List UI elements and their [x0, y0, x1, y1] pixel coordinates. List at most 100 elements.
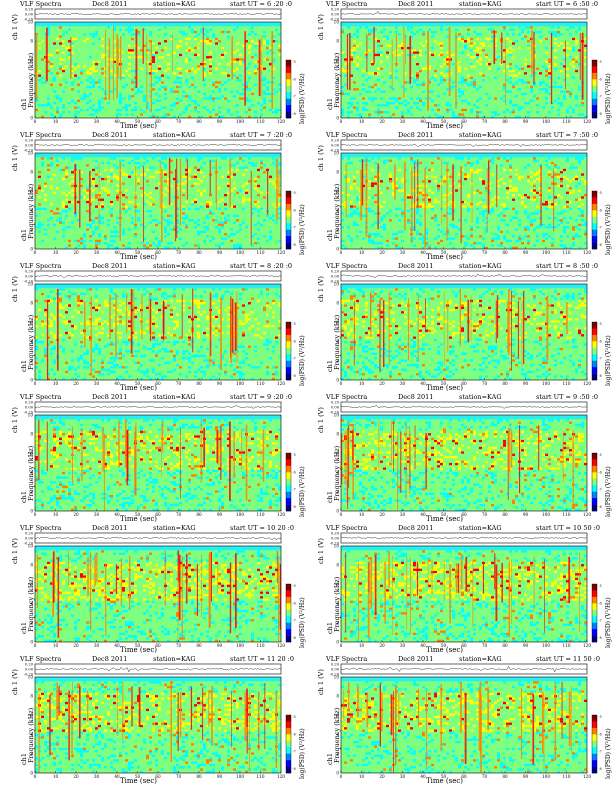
- spectrogram-cell: [134, 331, 137, 335]
- spectrogram-cell: [113, 325, 116, 328]
- spectrogram-cell: [464, 108, 467, 112]
- spectrogram-cell: [203, 161, 206, 165]
- spectrogram-cell: [278, 216, 281, 220]
- spectrogram-cell: [224, 97, 227, 100]
- spectrogram-cell: [512, 290, 515, 293]
- spectrogram-cell: [503, 83, 506, 86]
- spectrogram-cell: [266, 92, 269, 96]
- spectrogram-cell: [110, 297, 113, 300]
- spectrogram-cell: [410, 30, 413, 34]
- spectrogram-cell: [470, 37, 473, 41]
- spectrogram-cell: [536, 212, 539, 215]
- spectrogram-cell: [155, 92, 158, 96]
- spectrogram-cell: [509, 288, 512, 291]
- freq-tick-label: 10: [334, 151, 340, 156]
- spectrogram-cell: [353, 49, 356, 52]
- spectrogram-cell: [38, 433, 41, 436]
- spectrogram-cell: [350, 161, 353, 165]
- spectrogram-cell: [374, 366, 377, 369]
- spectrogram-cell: [35, 288, 38, 291]
- spectrogram-cell: [242, 159, 245, 162]
- spectrogram-cell: [353, 210, 356, 213]
- spectrogram-cell: [362, 175, 365, 178]
- spectrogram-cell: [416, 76, 419, 79]
- spectrogram-cell: [500, 292, 503, 296]
- spectrogram-cell: [146, 375, 149, 378]
- spectrogram-cell: [233, 233, 236, 236]
- freq-tick-label: 8: [30, 39, 33, 44]
- spectrogram-cell: [92, 492, 95, 495]
- spectrogram-cell: [56, 230, 59, 233]
- spectrogram-cell: [113, 60, 116, 63]
- spectrogram-cell: [410, 113, 413, 116]
- spectrogram-cell: [89, 33, 92, 36]
- spectrogram-cell: [482, 210, 485, 213]
- spectrogram-cell: [491, 161, 494, 165]
- spectrogram-cell: [155, 81, 158, 84]
- spectrogram-cell: [347, 180, 350, 183]
- spectrogram-cell: [80, 177, 83, 181]
- spectrogram-cell: [185, 200, 188, 204]
- colorbar-label: log(PSD) (V²/Hz): [605, 335, 612, 386]
- spectrogram-cell: [503, 203, 506, 206]
- spectrogram-cell: [446, 368, 449, 371]
- spectrogram-cell: [422, 352, 425, 355]
- spectrogram-cell: [143, 203, 146, 206]
- spectrogram-cell: [257, 60, 260, 63]
- spectrogram-cell: [347, 157, 350, 160]
- spectrogram-cell: [113, 157, 116, 160]
- spectrogram-cell: [152, 69, 155, 73]
- colorbar-segment: [286, 367, 291, 374]
- spectrogram-cell: [182, 350, 185, 353]
- spectrogram-cell: [62, 377, 65, 380]
- burst-streak: [501, 32, 503, 64]
- spectrogram-cell: [224, 233, 227, 236]
- spectrogram-cell: [371, 352, 374, 355]
- spectrogram-cell: [356, 56, 359, 59]
- burst-streak: [159, 161, 161, 209]
- spectrogram-cell: [179, 76, 182, 79]
- spectrogram-cell: [143, 44, 146, 47]
- spectrogram-cell: [380, 53, 383, 57]
- spectrogram-cell: [380, 205, 383, 208]
- spectrogram-cell: [83, 490, 86, 493]
- spectrogram-cell: [554, 85, 557, 89]
- spectrogram-cell: [569, 180, 572, 183]
- spectrogram-cell: [188, 46, 191, 50]
- spectrogram-cell: [143, 246, 146, 249]
- colorbar-segment: [592, 72, 597, 80]
- spectrogram-cell: [437, 184, 440, 188]
- spectrogram-cell: [434, 375, 437, 378]
- burst-streak: [579, 33, 581, 81]
- spectrogram-cell: [107, 102, 110, 105]
- spectrogram-cell: [515, 239, 518, 243]
- ch-axis-label: ch 1 (V): [317, 276, 325, 302]
- spectrogram-cell: [395, 366, 398, 369]
- spectrogram-cell: [461, 306, 464, 309]
- spectrogram-cell: [224, 219, 227, 222]
- spectrogram-cell: [509, 111, 512, 114]
- spectrogram-cell: [491, 244, 494, 247]
- spectrogram-cell: [491, 173, 494, 176]
- spectrogram-cell: [566, 46, 569, 50]
- spectrogram-cell: [539, 72, 542, 75]
- spectrogram-cell: [434, 69, 437, 73]
- spectrogram-cell: [365, 366, 368, 369]
- spectrogram-cell: [350, 239, 353, 243]
- spectrogram-cell: [74, 506, 77, 509]
- spectrogram-cell: [572, 46, 575, 50]
- spectrogram-cell: [263, 171, 266, 174]
- burst-streak: [427, 31, 429, 111]
- spectrogram-cell: [368, 49, 371, 52]
- spectrogram-cell: [140, 354, 143, 358]
- spectrogram-cell: [260, 290, 263, 293]
- spectrogram-cell: [131, 200, 134, 204]
- spectrogram-cell: [203, 359, 206, 362]
- spectrogram-cell: [545, 361, 548, 364]
- spectrogram-cell: [554, 99, 557, 102]
- spectrogram-cell: [149, 72, 152, 75]
- spectrogram-cell: [86, 288, 89, 291]
- spectrogram-cell: [278, 44, 281, 47]
- spectrogram-cell: [128, 63, 131, 66]
- spectrogram-cell: [464, 175, 467, 178]
